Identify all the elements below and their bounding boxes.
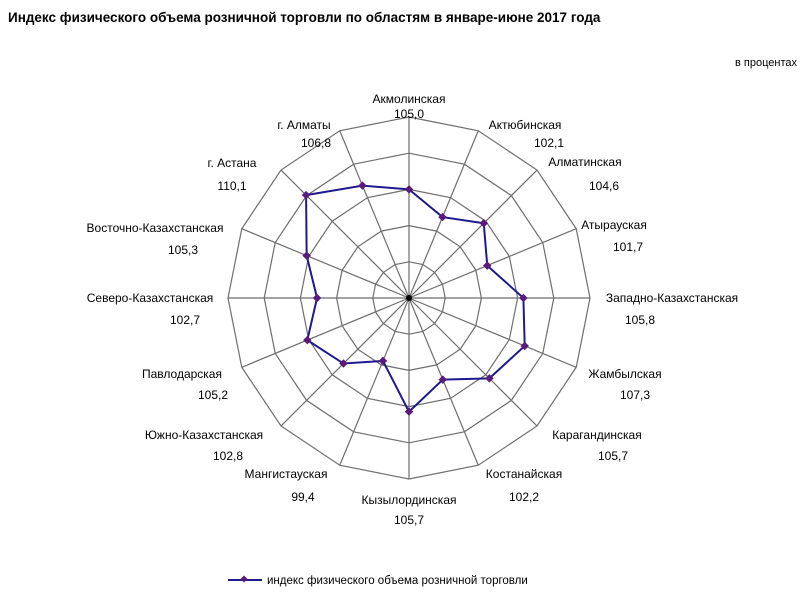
grid-spoke (408, 297, 538, 427)
legend-label: индекс физического объема розничной торг… (267, 575, 528, 587)
category-label: г. Астана (208, 156, 257, 170)
value-label: 105,8 (625, 313, 655, 327)
grid-spoke (339, 130, 410, 299)
value-label: 99,4 (291, 490, 315, 504)
category-label: Мангистауская (245, 467, 328, 481)
data-point (302, 251, 311, 260)
category-label: Алматинская (548, 155, 621, 169)
grid-spoke (241, 228, 410, 299)
category-label: Атырауская (581, 218, 647, 232)
value-label: 105,0 (394, 107, 424, 121)
data-point (438, 375, 448, 384)
data-point (404, 185, 414, 194)
value-label: 106,8 (301, 136, 331, 150)
value-label: 101,7 (613, 240, 643, 254)
legend: индекс физического объема розничной торг… (228, 575, 528, 587)
category-label: Карагандинская (552, 428, 641, 442)
value-label: 110,1 (217, 179, 246, 193)
data-point (479, 219, 488, 228)
data-point (404, 407, 414, 416)
value-label: 104,6 (589, 179, 619, 193)
legend-marker (240, 575, 248, 583)
category-label: Жамбылская (588, 367, 661, 381)
category-label: Павлодарская (142, 367, 222, 381)
value-label: 105,7 (394, 513, 424, 527)
category-label: Кызылординская (362, 493, 457, 507)
data-point (485, 374, 494, 383)
data-point (378, 356, 388, 366)
category-label: Южно-Казахстанская (145, 428, 263, 442)
grid-spoke (408, 228, 577, 299)
category-label: г. Алматы (277, 118, 330, 132)
value-label: 102,8 (213, 449, 243, 463)
value-label: 105,2 (198, 388, 228, 402)
grid-spoke (280, 169, 410, 299)
data-point (519, 293, 528, 303)
value-label: 107,3 (620, 388, 650, 402)
data-point (438, 212, 447, 222)
category-label: Костанайская (486, 467, 562, 481)
category-label: Северо-Казахстанская (87, 291, 214, 305)
grid-spoke (408, 169, 538, 299)
data-point (483, 261, 492, 270)
grid-spoke (408, 297, 577, 368)
center-point (406, 295, 412, 301)
value-label: 102,1 (534, 136, 564, 150)
category-label: Актюбинская (489, 118, 562, 132)
data-point (312, 293, 322, 303)
grid-spoke (339, 297, 410, 466)
data-point (303, 335, 312, 345)
data-point (301, 190, 311, 200)
data-point (358, 181, 367, 190)
value-label: 105,7 (598, 449, 628, 463)
chart-title: Индекс физического объема розничной торг… (8, 10, 601, 25)
category-label: Восточно-Казахстанская (87, 221, 224, 235)
data-point (339, 359, 348, 368)
value-label: 102,2 (509, 490, 539, 504)
value-label: 105,3 (168, 243, 198, 257)
category-label: Западно-Казахстанская (606, 291, 738, 305)
grid-spoke (241, 297, 410, 368)
data-point (520, 341, 529, 351)
unit-note: в процентах (735, 57, 797, 69)
category-label: Акмолинская (373, 92, 446, 106)
value-label: 102,7 (170, 313, 200, 327)
